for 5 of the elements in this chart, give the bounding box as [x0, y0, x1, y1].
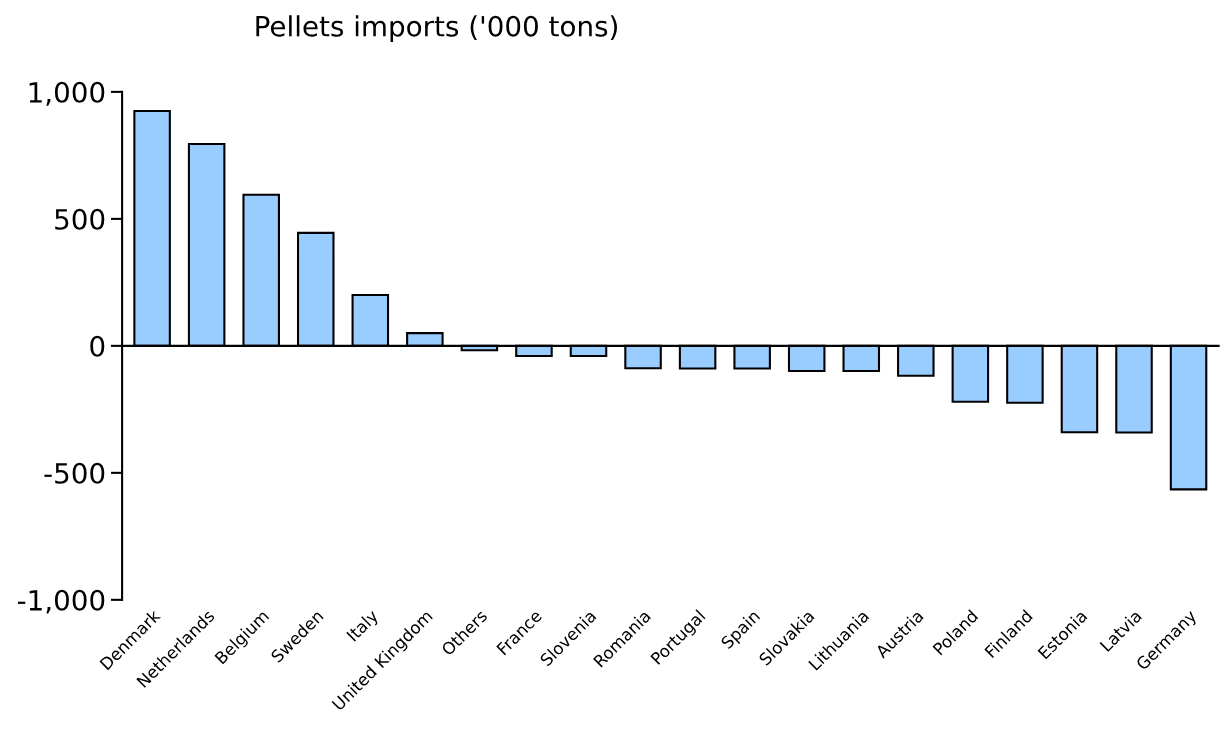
chart-title: Pellets imports ('000 tons)	[256, 15, 617, 43]
y-tick-label: -500	[44, 462, 105, 484]
y-tick-label: 1,000	[29, 81, 105, 106]
y-tick-label: 500	[55, 208, 105, 230]
y-tick-label: 0	[90, 335, 105, 357]
